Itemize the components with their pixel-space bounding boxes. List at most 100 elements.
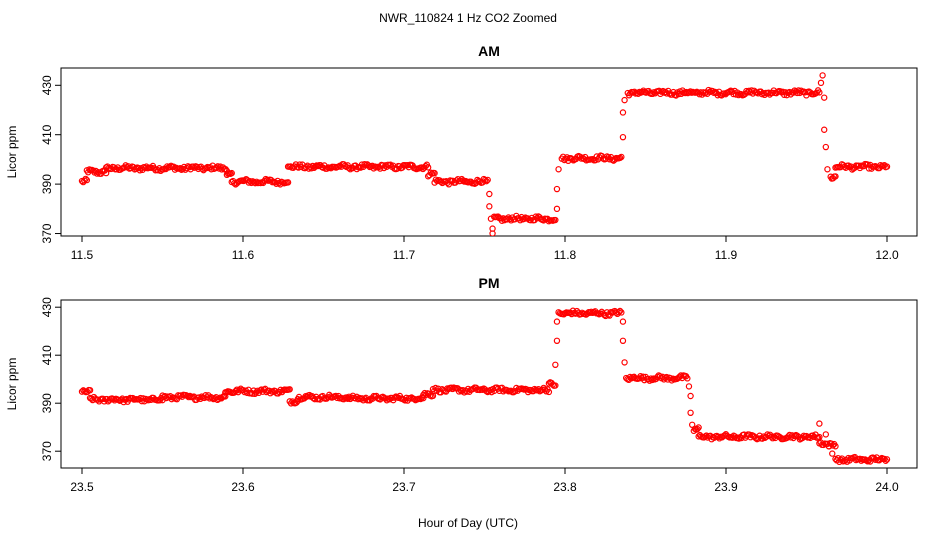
pm-data-point (816, 420, 823, 427)
pm-data-point (735, 435, 743, 442)
pm-y-tick-label: 430 (40, 297, 54, 317)
pm-plateau-6 (344, 392, 427, 404)
am-data-point (553, 205, 561, 213)
am-data-point (486, 190, 493, 198)
pm-data-point (479, 386, 486, 393)
am-x-tick-label: 11.7 (393, 248, 416, 262)
pm-data-point (621, 359, 628, 366)
pm-data-point (687, 392, 694, 400)
am-plateau-12 (832, 160, 891, 173)
pm-data-point (721, 432, 728, 439)
pm-data-point (219, 393, 226, 401)
pm-panel-title: PM (479, 275, 500, 291)
pm-x-tick-label: 23.9 (714, 480, 738, 494)
pm-x-tick-label: 23.8 (553, 480, 577, 494)
pm-plateau-1 (86, 393, 166, 406)
am-data-point (424, 164, 432, 171)
pm-data-point (619, 337, 627, 344)
pm-data-point (249, 390, 256, 397)
am-data-point (284, 179, 292, 186)
pm-data-point (685, 383, 693, 390)
pm-data-point (86, 387, 94, 394)
pm-data-point (553, 318, 561, 325)
pm-y-axis-label: Licor ppm (5, 358, 19, 411)
am-data-point (361, 160, 368, 168)
pm-plateau-8 (429, 384, 553, 396)
am-data-point (817, 79, 825, 87)
am-x-tick-label: 12.0 (875, 248, 899, 262)
am-data-point (700, 89, 707, 96)
am-x-tick-label: 11.9 (715, 248, 738, 262)
pm-plateau-2 (159, 391, 229, 404)
am-data-point (553, 185, 561, 193)
am-plateau-3 (223, 169, 235, 179)
am-data-point (737, 90, 745, 98)
am-data-point (484, 176, 491, 184)
am-data-point (93, 170, 101, 177)
pm-plateau-3 (222, 385, 293, 397)
am-data-points (78, 72, 891, 236)
am-data-point (864, 161, 871, 168)
am-data-point (487, 215, 495, 222)
pm-data-point (545, 388, 553, 396)
pm-data-point (552, 382, 559, 389)
am-plateau-5 (284, 160, 432, 173)
am-data-point (532, 213, 540, 220)
am-data-point (555, 166, 562, 173)
pm-plateau-0 (78, 386, 94, 396)
pm-transition-points (552, 318, 836, 457)
pm-data-points (78, 307, 891, 466)
pm-data-point (832, 443, 839, 450)
am-data-point (481, 176, 489, 184)
pm-data-point (687, 409, 694, 416)
pm-data-point (615, 309, 622, 316)
am-plateau-8 (490, 212, 559, 225)
pm-plateau-10 (555, 307, 625, 320)
am-data-point (865, 165, 873, 172)
pm-data-point (695, 424, 702, 431)
am-data-point (489, 230, 496, 236)
am-x-tick-label: 11.6 (232, 248, 255, 262)
am-transition-points (486, 72, 831, 236)
am-y-tick-label: 430 (40, 75, 54, 95)
pm-x-tick-label: 24.0 (875, 480, 899, 494)
am-data-point (621, 96, 628, 104)
am-data-point (832, 173, 839, 180)
am-data-point (552, 216, 559, 224)
am-data-point (431, 169, 438, 177)
am-data-point (619, 109, 627, 116)
pm-data-point (822, 431, 830, 438)
pm-data-point (688, 421, 696, 428)
pm-data-point (864, 458, 871, 465)
pm-y-tick-label: 370 (40, 441, 54, 461)
pm-y-tick-label: 390 (40, 393, 54, 413)
pm-data-point (694, 425, 701, 433)
pm-plateau-13 (695, 431, 823, 443)
pm-data-point (618, 309, 625, 316)
am-plateau-2 (102, 162, 231, 175)
am-y-tick-label: 410 (40, 124, 54, 144)
am-data-point (816, 89, 823, 96)
pm-data-point (649, 376, 656, 384)
am-plot-frame (60, 67, 918, 237)
am-data-point (618, 153, 625, 161)
pm-panel: PM 23.5 23.6 23.7 23.8 23.9 24.0 370 390 410 430 Li… (5, 275, 918, 494)
am-data-point (821, 126, 828, 133)
am-data-point (231, 180, 238, 187)
pm-data-point (552, 361, 559, 368)
am-x-tick-label: 11.5 (71, 248, 94, 262)
am-plateau-7 (431, 175, 491, 188)
pm-plot-frame (60, 299, 918, 469)
am-plateau-6 (424, 169, 438, 180)
pm-data-point (222, 393, 229, 400)
pm-data-point (619, 318, 627, 325)
am-data-point (619, 133, 627, 141)
am-data-point (824, 166, 831, 173)
pm-plateau-12 (690, 424, 702, 435)
am-data-point (819, 72, 826, 79)
am-data-point (228, 169, 235, 177)
am-x-tick-label: 11.8 (554, 248, 577, 262)
am-y-tick-label: 370 (40, 223, 54, 243)
pm-data-point (553, 337, 561, 344)
